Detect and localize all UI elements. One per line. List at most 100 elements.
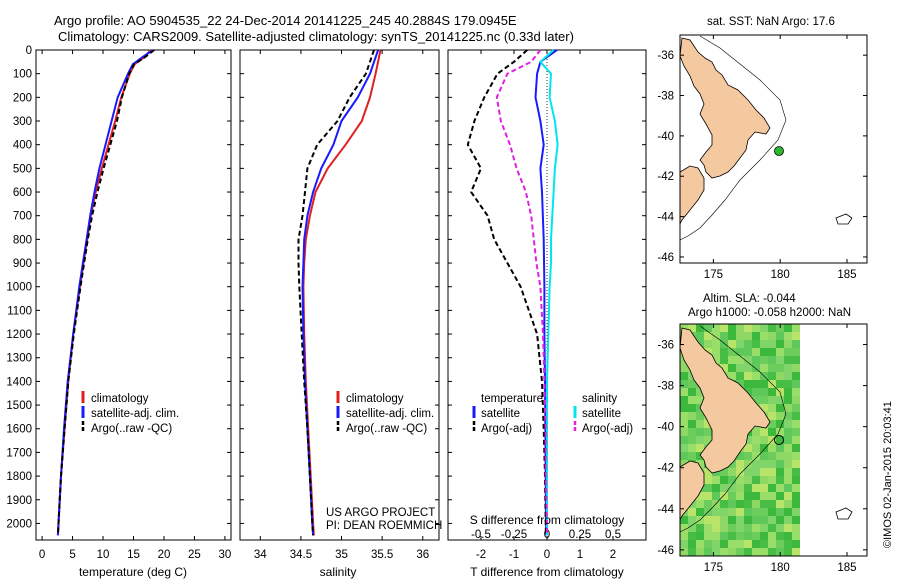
y-tick-label: 1800: [6, 471, 32, 483]
sla-cell: [760, 436, 768, 444]
sla-cell: [752, 508, 760, 516]
sla-cell: [712, 532, 720, 540]
sla-cell: [688, 516, 696, 524]
sla-cell: [776, 500, 784, 508]
sla-cell: [784, 508, 792, 516]
sla-cell: [744, 444, 752, 452]
y-tick-label: 1100: [7, 305, 32, 317]
sla-cell: [768, 404, 776, 412]
sla-cell: [768, 324, 776, 332]
map-x-tick-label: 180: [771, 562, 790, 574]
sla-cell: [752, 548, 760, 556]
sla-cell: [680, 452, 688, 460]
sla-cell: [760, 444, 768, 452]
map-y-tick-label: -44: [657, 212, 674, 224]
sla-cell: [736, 356, 744, 364]
sla-cell: [696, 452, 704, 460]
sla-cell: [736, 460, 744, 468]
sla-cell: [696, 532, 704, 540]
sla-cell: [720, 524, 728, 532]
float-location-marker: [774, 146, 784, 156]
sla-cell: [768, 420, 776, 428]
altimetry-map-axes: 175 180 185 -36 -38 -40 -42 -44 -46: [657, 324, 867, 574]
sla-cell: [784, 420, 792, 428]
sla-cell: [760, 340, 768, 348]
argo-line: [56, 49, 155, 536]
sla-cell: [744, 348, 752, 356]
sla-cell: [776, 452, 784, 460]
header-line2: Climatology: CARS2009. Satellite-adjuste…: [58, 29, 574, 44]
map-y-tick-label: -38: [657, 91, 674, 103]
sla-cell: [696, 428, 704, 436]
sla-cell: [728, 356, 736, 364]
sla-cell: [768, 444, 776, 452]
sla-cell: [776, 364, 784, 372]
sla-cell: [792, 500, 800, 508]
sla-cell: [736, 348, 744, 356]
sla-cell: [704, 476, 712, 484]
difference-panel: -2 -1 0 1 2 -0.5 -0.25 0 0.25 0.5 T difference f…: [447, 49, 647, 579]
sla-cell: [776, 484, 784, 492]
salinity-diff-tick-label: 0.25: [569, 529, 591, 541]
sla-cell: [768, 388, 776, 396]
sla-cell: [752, 500, 760, 508]
sla-cell: [736, 332, 744, 340]
sla-cell: [704, 492, 712, 500]
sla-cell: [688, 428, 696, 436]
sla-cell: [744, 500, 752, 508]
sla-cell: [744, 540, 752, 548]
sla-cell: [792, 404, 800, 412]
legend-label-argo: Argo(..raw -QC): [91, 423, 172, 435]
sla-cell: [768, 548, 776, 556]
sla-cell: [768, 436, 776, 444]
sla-cell: [784, 524, 792, 532]
sla-cell: [792, 436, 800, 444]
sla-cell: [792, 340, 800, 348]
difference-series: [466, 49, 559, 536]
sla-cell: [688, 452, 696, 460]
sla-cell: [784, 404, 792, 412]
sla-cell: [688, 508, 696, 516]
project-annotation-line1: US ARGO PROJECT: [326, 507, 435, 519]
sla-cell: [736, 484, 744, 492]
sla-cell: [680, 372, 688, 380]
sla-cell: [768, 540, 776, 548]
sla-cell: [760, 548, 768, 556]
sla-cell: [680, 444, 688, 452]
sla-cell: [792, 332, 800, 340]
sla-cell: [768, 428, 776, 436]
sla-cell: [704, 484, 712, 492]
sla-cell: [760, 348, 768, 356]
sla-cell: [712, 516, 720, 524]
sla-cell: [744, 468, 752, 476]
sla-cell: [744, 356, 752, 364]
salinity-diff-tick-label: 0.5: [605, 529, 621, 541]
sla-cell: [728, 500, 736, 508]
sla-cell: [792, 364, 800, 372]
y-tick-label: 1000: [6, 282, 32, 294]
sla-cell: [760, 364, 768, 372]
map-y-tick-label: -38: [657, 381, 674, 393]
sla-cell: [688, 396, 696, 404]
sla-cell: [736, 532, 744, 540]
legend-header-temperature: temperature: [481, 393, 543, 405]
sla-cell: [728, 476, 736, 484]
sla-cell: [728, 364, 736, 372]
x-tick-label: 15: [127, 549, 140, 561]
north-island-outline: [679, 327, 771, 474]
sla-cell: [784, 388, 792, 396]
sla-cell: [696, 508, 704, 516]
sla-cell: [792, 460, 800, 468]
sla-cell: [792, 420, 800, 428]
legend-label-argo: Argo(..raw -QC): [346, 423, 427, 435]
salinity-y-ticks: [240, 49, 439, 524]
sla-cell: [680, 516, 688, 524]
sla-cell: [752, 436, 760, 444]
sla-cell: [752, 468, 760, 476]
y-tick-label: 800: [13, 234, 32, 246]
map-y-tick-label: -36: [657, 340, 674, 352]
sla-cell: [744, 372, 752, 380]
salinity-panel: 34 34.5 35 35.5 36 salinity climatology sate…: [239, 49, 442, 579]
sla-cell: [760, 540, 768, 548]
sla-cell: [784, 516, 792, 524]
